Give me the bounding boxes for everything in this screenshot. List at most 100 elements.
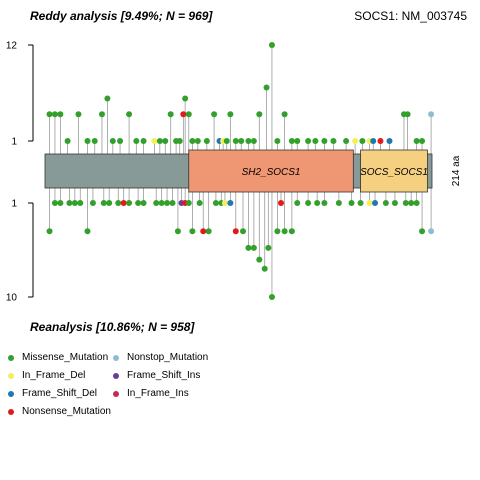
top-mutation-point — [386, 138, 393, 144]
top-mutation-point — [185, 111, 192, 118]
top-mutation-point — [330, 138, 337, 144]
bottom-mutation-point — [372, 200, 379, 206]
bottom-mutation-point — [77, 200, 84, 206]
top-mutation-point — [104, 95, 111, 102]
bottom-mutation-point — [413, 200, 420, 206]
bottom-mutation-point — [212, 200, 219, 206]
top-mutation-point — [312, 138, 319, 144]
top-mutation-point — [133, 138, 140, 144]
bottom-mutation-point — [100, 200, 107, 206]
top-mutation-point — [305, 138, 312, 144]
bottom-mutation-point — [408, 200, 415, 206]
bottom-mutation-point — [115, 200, 122, 206]
top-mutation-point — [180, 111, 187, 118]
top-panel-title: Reddy analysis [9.49%; N = 969] — [30, 9, 213, 23]
bottom-mutation-point — [245, 244, 252, 251]
legend-label: Frame_Shift_Ins — [127, 370, 201, 381]
bottom-mutation-point — [174, 228, 181, 235]
bottom-mutation-point — [265, 244, 272, 251]
bottom-mutation-point — [288, 228, 295, 235]
legend-item: Nonstop_Mutation — [113, 352, 208, 363]
top-mutation-point — [245, 138, 252, 144]
bottom-mutation-point — [164, 200, 171, 206]
top-mutation-point — [250, 138, 257, 144]
top-mutation-point — [413, 138, 420, 144]
bottom-mutation-point — [274, 228, 281, 235]
legend-item: Missense_Mutation — [8, 352, 108, 363]
top-mutation-point — [46, 111, 53, 118]
top-mutation-point — [176, 138, 183, 144]
top-mutation-point — [419, 138, 426, 144]
top-mutation-point — [151, 138, 158, 144]
top-mutation-point — [281, 111, 288, 118]
top-axis-tick-label: 12 — [6, 41, 18, 52]
bottom-mutation-point — [419, 228, 426, 235]
bottom-mutation-point — [120, 200, 127, 206]
top-mutation-point — [167, 111, 174, 118]
top-mutation-point — [117, 138, 124, 144]
bottom-mutation-point — [402, 200, 409, 206]
top-mutation-point — [126, 111, 133, 118]
top-mutation-point — [428, 111, 435, 118]
top-mutation-point — [203, 138, 210, 144]
top-mutation-point — [256, 111, 263, 118]
top-mutation-point — [182, 95, 189, 102]
bottom-mutation-point — [189, 228, 196, 235]
bottom-mutation-point — [135, 200, 142, 206]
bottom-mutation-point — [66, 200, 73, 206]
bottom-mutation-point — [391, 200, 398, 206]
legend-swatch — [8, 354, 14, 361]
top-mutation-point — [294, 138, 301, 144]
bottom-panel-title: Reanalysis [10.86%; N = 958] — [30, 320, 195, 334]
bottom-mutation-point — [140, 200, 147, 206]
legend-item: Nonsense_Mutation — [8, 406, 111, 417]
domain-box — [360, 149, 428, 193]
bottom-axis-tick-label: 1 — [11, 199, 17, 210]
bottom-mutation-point — [250, 244, 257, 251]
top-mutation-point — [321, 138, 328, 144]
bottom-mutation-point — [314, 200, 321, 206]
top-mutation-point — [91, 138, 98, 144]
bottom-mutation-point — [335, 200, 342, 206]
top-mutation-point — [211, 111, 218, 118]
top-mutation-point — [263, 84, 270, 91]
legend-label: Missense_Mutation — [22, 352, 109, 363]
top-mutation-point — [343, 138, 350, 144]
legend-label: Nonstop_Mutation — [127, 352, 209, 363]
bottom-mutation-point — [185, 200, 192, 206]
bottom-mutation-point — [126, 200, 133, 206]
top-mutation-point — [377, 138, 384, 144]
bottom-mutation-point — [205, 228, 212, 235]
top-mutation-point — [156, 138, 163, 144]
domain-label: SOCS_SOCS1 — [360, 167, 428, 178]
top-mutation-point — [404, 111, 411, 118]
bottom-axis-tick-label: 10 — [6, 293, 18, 304]
bottom-mutation-point — [57, 200, 64, 206]
top-mutation-point — [288, 138, 295, 144]
top-mutation-point — [189, 138, 196, 144]
bottom-mutation-point — [428, 228, 435, 235]
legend-item: In_Frame_Ins — [113, 388, 189, 399]
top-mutation-point — [162, 138, 169, 144]
bottom-mutation-point — [268, 294, 275, 300]
bottom-mutation-point — [106, 200, 113, 206]
top-mutation-point — [84, 138, 91, 144]
top-mutation-point — [57, 111, 64, 118]
bottom-mutation-point — [84, 228, 91, 235]
legend-swatch — [8, 408, 14, 415]
top-mutation-point — [75, 111, 82, 118]
legend-swatch — [113, 390, 119, 397]
bottom-mutation-point — [321, 200, 328, 206]
protein-length-label: 214 aa — [451, 155, 462, 186]
top-mutation-point — [109, 138, 116, 144]
bottom-mutation-point — [277, 200, 284, 206]
bottom-mutation-point — [227, 200, 234, 206]
legend-swatch — [113, 372, 119, 379]
bottom-mutation-point — [261, 265, 268, 272]
legend-swatch — [8, 390, 14, 397]
bottom-mutation-point — [348, 200, 355, 206]
bottom-mutation-point — [153, 200, 160, 206]
top-axis-tick-label: 1 — [11, 137, 17, 148]
legend-swatch — [113, 354, 119, 361]
top-mutation-point — [98, 111, 105, 118]
